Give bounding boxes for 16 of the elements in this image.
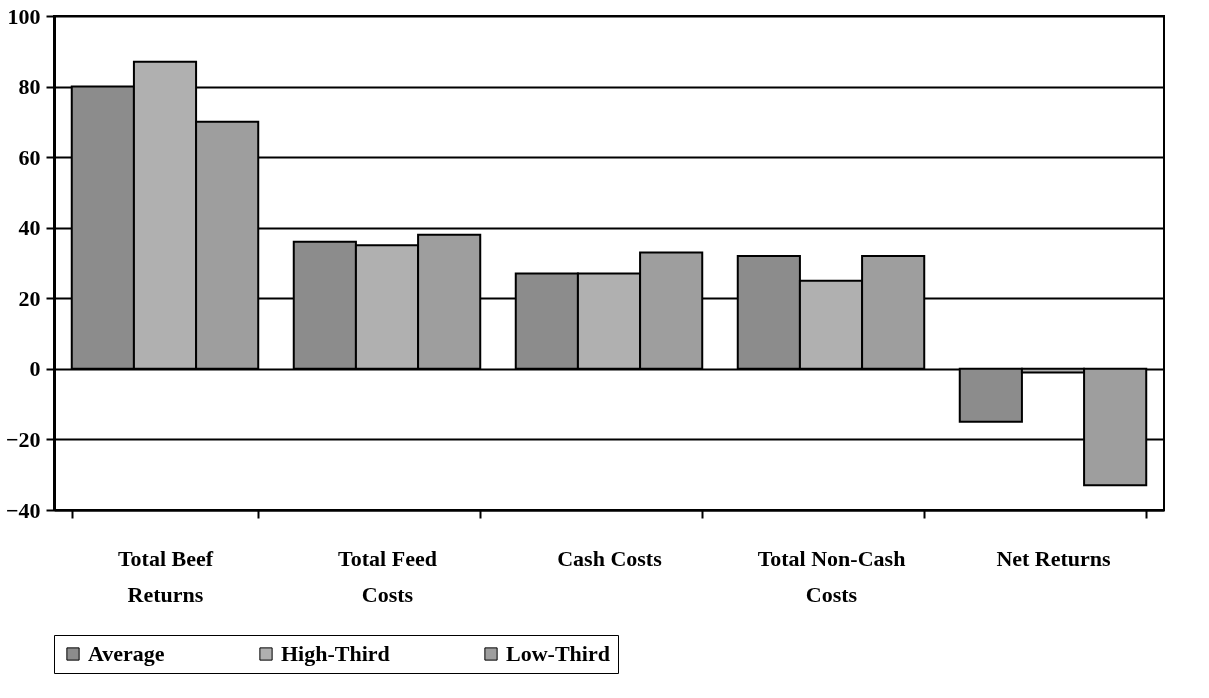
x-tick-label: Net Returns <box>996 545 1112 571</box>
x-tick-label: Total Non-Cash Costs <box>757 545 906 607</box>
y-tick-label: 0 <box>29 356 41 382</box>
y-tick-label: −40 <box>5 497 41 523</box>
x-tick-label: Total Beef Returns <box>117 545 214 607</box>
x-tick-label: Cash Costs <box>557 545 663 571</box>
legend-label: High-Third <box>281 641 390 666</box>
y-tick-label: 100 <box>7 3 41 29</box>
y-tick-label: 80 <box>18 74 41 100</box>
y-tick-label: 20 <box>18 285 41 311</box>
y-tick-label: 60 <box>18 144 41 170</box>
y-tick-label: −20 <box>5 426 41 452</box>
legend-label: Average <box>88 641 165 666</box>
y-tick-label: 40 <box>18 215 41 241</box>
x-tick-label: Total Feed Costs <box>338 545 437 607</box>
legend-label: Low-Third <box>506 641 610 666</box>
